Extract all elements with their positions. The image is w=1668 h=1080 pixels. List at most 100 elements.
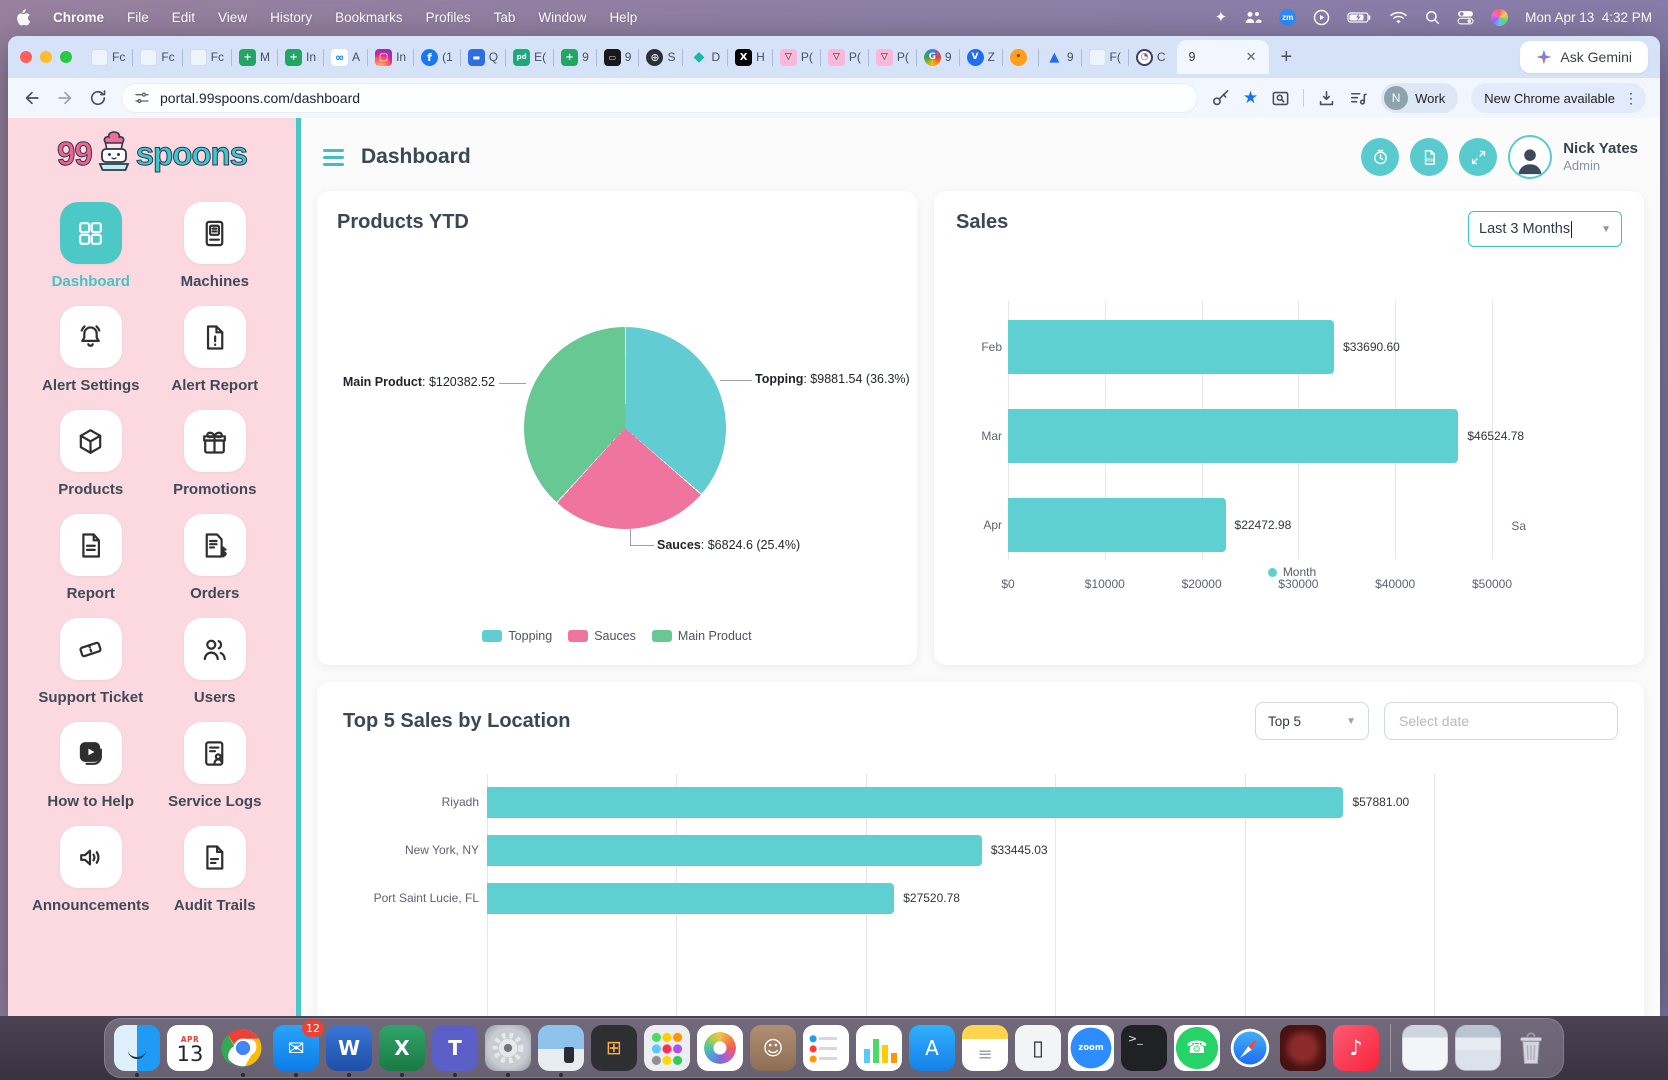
battery-icon[interactable] <box>1347 9 1372 26</box>
spotlight-search-icon[interactable] <box>1425 10 1440 25</box>
play-circle-icon[interactable] <box>1313 9 1330 26</box>
menubar-item-window[interactable]: Window <box>538 9 587 25</box>
pinned-tab[interactable]: 9 <box>556 42 594 72</box>
dock-reminders-icon[interactable] <box>803 1025 849 1071</box>
new-tab-button[interactable]: + <box>1280 45 1293 68</box>
dock-mail-icon[interactable]: ✉ 12 <box>273 1020 324 1077</box>
reload-button[interactable] <box>88 88 108 108</box>
dock-excel-icon[interactable]: X <box>379 1025 425 1077</box>
tab-close-icon[interactable]: ✕ <box>1245 49 1257 64</box>
fullscreen-expand-button[interactable] <box>1459 138 1498 176</box>
sidebar-item-audit-trails[interactable]: Audit Trails <box>174 826 256 914</box>
zoom-status-icon[interactable]: zm <box>1279 8 1297 26</box>
legend-item-topping[interactable]: Topping <box>482 629 552 643</box>
dock-photo-booth-icon[interactable] <box>1280 1025 1326 1071</box>
location-bar-port-saint-lucie-fl[interactable] <box>487 882 895 914</box>
dock-contacts-icon[interactable]: ☺ <box>750 1025 796 1071</box>
forward-button[interactable] <box>55 88 75 108</box>
app-logo[interactable]: 99 spoons <box>32 130 272 178</box>
dock-zoom-icon[interactable]: zoom <box>1068 1025 1114 1071</box>
history-clock-button[interactable] <box>1361 138 1400 176</box>
menubar-item-view[interactable]: View <box>218 9 248 25</box>
dock-numbers-icon[interactable] <box>856 1025 902 1071</box>
menubar-item-history[interactable]: History <box>270 9 313 25</box>
gemini-sparkle-icon[interactable]: ✦ <box>1214 9 1228 26</box>
select-date-input[interactable]: Select date <box>1384 702 1618 740</box>
sales-bar-apr[interactable] <box>1008 498 1226 552</box>
pinned-tab[interactable]: Z <box>962 42 1000 72</box>
dock-launchpad-icon[interactable] <box>644 1025 690 1071</box>
minimize-window-button[interactable] <box>40 51 52 63</box>
location-bar-riyadh[interactable] <box>487 786 1344 818</box>
tab-search-icon[interactable] <box>1271 89 1290 108</box>
dock-calculator-icon[interactable]: ⊞ <box>591 1025 637 1071</box>
menubar-item-profiles[interactable]: Profiles <box>425 9 471 25</box>
pinned-tab[interactable]: M <box>234 42 275 72</box>
sales-bar-feb[interactable] <box>1008 320 1335 374</box>
omnibox[interactable]: portal.99spoons.com/dashboard <box>121 83 1198 113</box>
chevron-down-icon[interactable]: ▼ <box>1346 715 1356 727</box>
passwords-app-icon[interactable] <box>1491 8 1509 26</box>
user-avatar[interactable] <box>1508 135 1553 179</box>
dock-terminal-icon[interactable]: >_ <box>1121 1025 1167 1071</box>
dock-word-icon[interactable]: W <box>326 1025 372 1077</box>
profile-chip[interactable]: N Work <box>1381 83 1459 113</box>
apple-menu-icon[interactable] <box>16 8 30 26</box>
wifi-icon[interactable] <box>1389 10 1408 25</box>
pinned-tab[interactable]: Fc <box>185 42 229 72</box>
dock-photos-icon[interactable] <box>697 1025 743 1071</box>
pinned-tab[interactable]: C <box>1131 42 1171 72</box>
pinned-tab[interactable]: P( <box>871 42 914 72</box>
browser-menu-icon[interactable]: ⋮ <box>1624 89 1638 106</box>
teams-status-icon[interactable] <box>1244 10 1262 25</box>
sales-range-dropdown[interactable]: Last 3 Months ▼ <box>1468 211 1622 247</box>
close-window-button[interactable] <box>20 51 32 63</box>
passwords-key-icon[interactable] <box>1211 89 1230 108</box>
legend-item-main-product[interactable]: Main Product <box>651 629 752 643</box>
hamburger-menu-icon[interactable] <box>323 148 344 166</box>
sidebar-item-service-logs[interactable]: Service Logs <box>168 722 261 810</box>
dock-safari-icon[interactable] <box>1227 1025 1273 1071</box>
dock-chrome-icon[interactable] <box>220 1025 266 1077</box>
sidebar-item-how-to-help[interactable]: How to Help <box>47 722 134 810</box>
pinned-tab[interactable]: S <box>641 42 680 72</box>
location-bar-new-york-ny[interactable] <box>487 834 982 866</box>
bookmark-star-icon[interactable]: ★ <box>1242 88 1259 107</box>
sidebar-item-products[interactable]: Products <box>58 410 123 498</box>
active-tab[interactable]: 9 ✕ <box>1176 40 1269 74</box>
pinned-tab[interactable]: E( <box>508 42 551 72</box>
pinned-tab[interactable]: Fc <box>86 42 130 72</box>
dock-trash-icon[interactable] <box>1508 1025 1554 1071</box>
dock-music-icon[interactable]: ♪ <box>1333 1025 1379 1071</box>
pinned-tab[interactable]: A <box>326 42 365 72</box>
sidebar-item-users[interactable]: Users <box>183 618 246 706</box>
dock-teams-icon[interactable]: T <box>432 1025 478 1077</box>
menubar-clock[interactable]: Mon Apr 13 4:32 PM <box>1525 9 1652 25</box>
dock-minimized-window-icon[interactable] <box>1402 1025 1448 1071</box>
sales-bar-mar[interactable] <box>1008 409 1459 463</box>
products-pie-chart[interactable] <box>524 327 726 529</box>
menubar-item-tab[interactable]: Tab <box>493 9 516 25</box>
pinned-tab[interactable]: In <box>280 42 321 72</box>
pinned-tab[interactable]: (1 <box>416 42 458 72</box>
sidebar-item-orders[interactable]: Orders <box>183 514 246 602</box>
dock-finder-icon[interactable] <box>114 1025 160 1077</box>
dock-whatsapp-icon[interactable]: ☎ <box>1174 1025 1220 1071</box>
pinned-tab[interactable]: 9 <box>599 42 637 72</box>
sidebar-item-alert-report[interactable]: Alert Report <box>171 306 258 394</box>
pinned-tab[interactable]: Q <box>463 42 503 72</box>
dock-settings-icon[interactable] <box>485 1025 531 1077</box>
pinned-tab[interactable]: In <box>370 42 411 72</box>
download-icon[interactable] <box>1317 89 1336 108</box>
menubar-app-name[interactable]: Chrome <box>53 9 105 25</box>
sidebar-item-machines[interactable]: Machines <box>181 202 249 290</box>
dock-notes-icon[interactable]: ≡ <box>962 1025 1008 1071</box>
ask-gemini-button[interactable]: Ask Gemini <box>1520 41 1648 73</box>
menubar-item-file[interactable]: File <box>127 9 149 25</box>
menubar-item-bookmarks[interactable]: Bookmarks <box>335 9 403 25</box>
pinned-tab[interactable]: F( <box>1084 42 1126 72</box>
pinned-tab[interactable]: 9 <box>1041 42 1079 72</box>
top5-dropdown[interactable]: Top 5 ▼ <box>1255 702 1369 740</box>
sales-legend-label[interactable]: Month <box>1282 565 1317 579</box>
dock-preview-icon[interactable] <box>538 1025 584 1077</box>
